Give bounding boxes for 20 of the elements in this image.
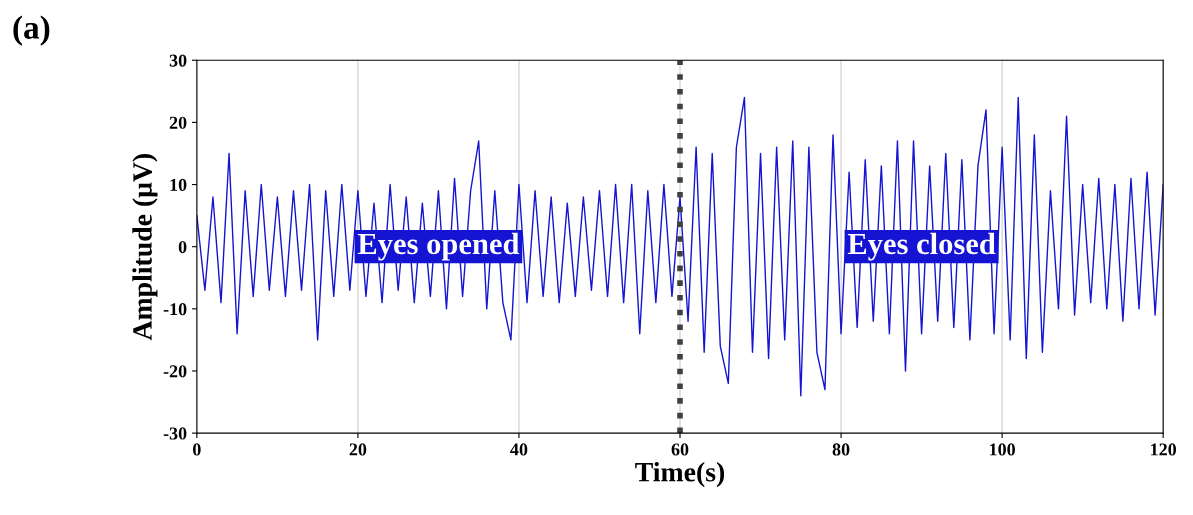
y-tick-label: 30	[169, 54, 187, 67]
x-tick-label: 80	[832, 443, 850, 456]
y-tick-label: 10	[170, 178, 187, 191]
y-tick-label: -10	[163, 303, 187, 316]
x-tick-label: 60	[671, 443, 689, 456]
x-tick-label: 120	[1151, 443, 1177, 456]
x-tick-label: 100	[990, 443, 1015, 456]
y-tick-label: -30	[163, 427, 187, 440]
x-tick-label: 0	[193, 443, 201, 456]
y-axis-title: Amplitude (μV)	[132, 154, 158, 341]
y-tick-label: -20	[163, 365, 187, 378]
y-tick-label: 20	[169, 116, 187, 129]
x-tick-label: 20	[349, 443, 367, 456]
x-tick-label: 40	[510, 443, 528, 456]
annotation: Eyes closed	[847, 232, 996, 261]
x-axis-title: Time(s)	[635, 461, 725, 488]
line-series	[196, 96, 1164, 397]
text: (a)	[13, 15, 50, 46]
y-tick-label: 0	[178, 240, 187, 254]
annotation: Eyes opened	[357, 232, 520, 261]
